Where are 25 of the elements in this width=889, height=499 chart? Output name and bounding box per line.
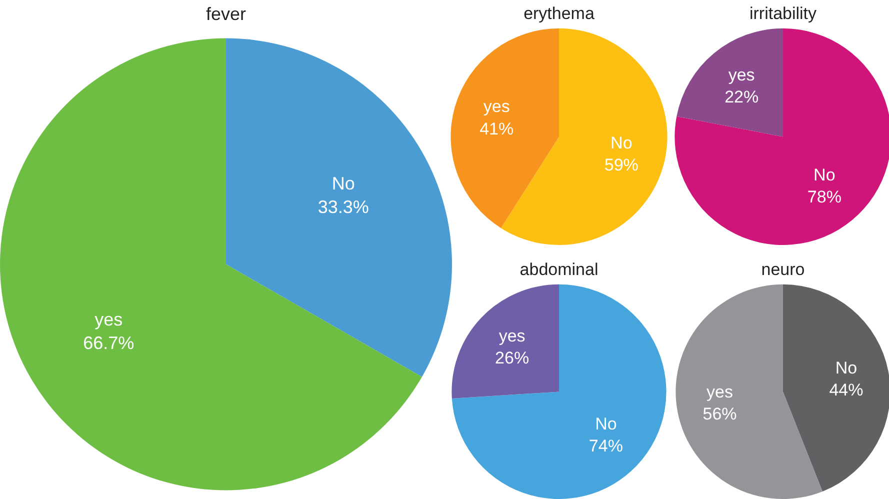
chart-title: fever bbox=[206, 4, 246, 24]
slice-label: yes bbox=[498, 326, 526, 346]
chart-title: neuro bbox=[761, 260, 805, 279]
chart-title: irritability bbox=[749, 4, 818, 23]
data-label: 22% bbox=[724, 87, 759, 106]
chart-title: erythema bbox=[524, 4, 595, 23]
slice-label: yes bbox=[483, 97, 510, 116]
data-label: 74% bbox=[588, 436, 623, 456]
chart-title: abdominal bbox=[520, 260, 598, 279]
data-label: 44% bbox=[829, 380, 864, 400]
slice-label: yes bbox=[706, 382, 733, 402]
slice-label: No bbox=[814, 165, 836, 184]
slice-label: No bbox=[595, 414, 617, 434]
data-label: 78% bbox=[807, 188, 842, 207]
data-label: 26% bbox=[495, 348, 530, 368]
slice-label: yes bbox=[728, 65, 755, 84]
data-label: 66.7% bbox=[83, 332, 134, 353]
slice-label: No bbox=[332, 174, 355, 194]
slice-label: yes bbox=[94, 309, 123, 330]
data-label: 59% bbox=[604, 156, 638, 175]
data-label: 56% bbox=[702, 404, 737, 424]
slice-label: No bbox=[610, 133, 632, 152]
slice-label: No bbox=[835, 358, 858, 378]
data-label: 33.3% bbox=[318, 197, 369, 218]
data-label: 41% bbox=[480, 119, 514, 138]
